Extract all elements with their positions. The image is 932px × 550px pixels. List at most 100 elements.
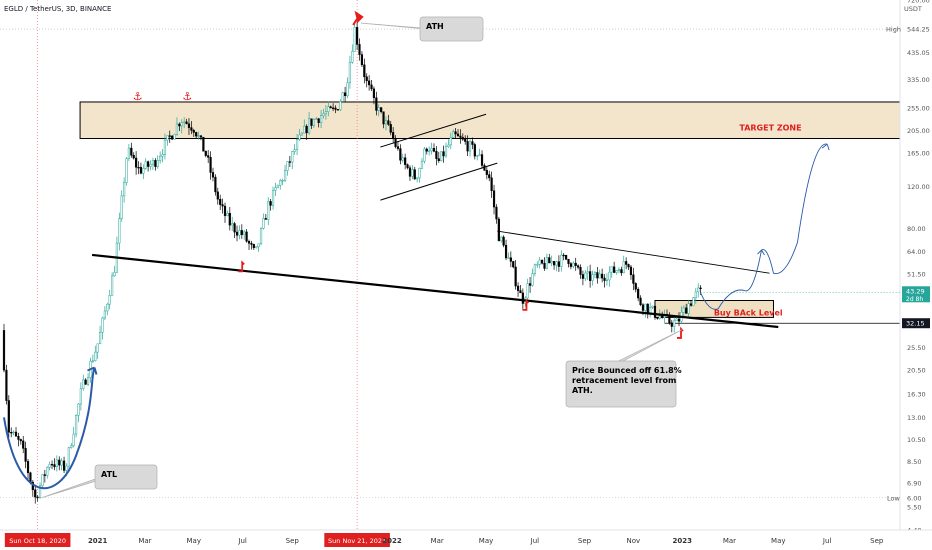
trendline-channel-upper[interactable] bbox=[380, 113, 487, 148]
candle-body bbox=[430, 148, 433, 152]
candle-body bbox=[283, 170, 287, 181]
price-tick: 165.00 bbox=[907, 150, 930, 158]
candle-body bbox=[466, 141, 469, 152]
atl-callout-box bbox=[94, 464, 158, 490]
candle-body bbox=[312, 119, 315, 126]
candle-body bbox=[603, 277, 606, 281]
candle-body bbox=[144, 161, 147, 169]
candle-body bbox=[598, 273, 601, 279]
support-price-tag[interactable] bbox=[902, 318, 930, 329]
candle-body bbox=[610, 266, 613, 273]
candle-body bbox=[601, 273, 604, 279]
atl-curve-arrowhead bbox=[87, 366, 98, 375]
bounce-arrow-icon bbox=[677, 326, 684, 339]
candle-body bbox=[223, 205, 227, 216]
last-price-value: 43.29 bbox=[906, 287, 925, 295]
candle-body bbox=[319, 115, 323, 123]
candle-body bbox=[565, 254, 568, 260]
price-tick: 16.30 bbox=[907, 390, 926, 398]
candle-body bbox=[492, 190, 496, 208]
candle-body bbox=[344, 92, 347, 96]
candle-body bbox=[637, 288, 640, 299]
ath-callout[interactable]: ATH bbox=[361, 16, 484, 42]
candle-body bbox=[562, 254, 565, 257]
countdown-value: 2d 8h bbox=[906, 296, 923, 303]
last-price-tag[interactable] bbox=[902, 286, 930, 303]
target-zone-box[interactable] bbox=[79, 101, 901, 140]
time-highlight-tag[interactable] bbox=[324, 533, 390, 547]
candle-body bbox=[221, 204, 224, 207]
candle-body bbox=[173, 134, 176, 140]
candle-body bbox=[327, 106, 330, 113]
candle-body bbox=[435, 151, 438, 159]
candle-body bbox=[368, 80, 371, 86]
candle-body bbox=[670, 322, 673, 327]
trendline-long-support[interactable] bbox=[91, 253, 779, 329]
candle-body bbox=[346, 82, 349, 96]
candle-body bbox=[324, 111, 327, 115]
atl-callout[interactable]: ATL bbox=[41, 464, 158, 499]
candle-body bbox=[526, 283, 529, 299]
candle-body bbox=[279, 180, 282, 186]
candle-body bbox=[159, 155, 162, 161]
candle-body bbox=[19, 439, 22, 442]
price-tick: 6.90 bbox=[907, 480, 921, 488]
time-axis-panel[interactable] bbox=[0, 530, 932, 550]
candle-body bbox=[543, 262, 546, 269]
candle-body bbox=[685, 307, 688, 314]
candle-body bbox=[106, 303, 109, 312]
projection-path bbox=[700, 143, 828, 310]
atl-callout-text: ATL bbox=[101, 470, 117, 479]
candle-body bbox=[77, 403, 80, 416]
bounce-note-callout[interactable]: Price Bounced off 61.8%retracement level… bbox=[565, 328, 684, 408]
candle-body bbox=[384, 120, 388, 125]
high-text: High bbox=[886, 26, 901, 34]
candle-body bbox=[476, 155, 479, 157]
candle-body bbox=[514, 266, 517, 287]
candle-body bbox=[608, 271, 611, 281]
candle-body bbox=[444, 146, 448, 157]
candle-body bbox=[259, 228, 263, 245]
time-highlight-tag[interactable] bbox=[4, 533, 71, 547]
candle-body bbox=[29, 472, 32, 483]
candle-body bbox=[480, 154, 484, 166]
time-label: Mar bbox=[138, 537, 151, 545]
candle-body bbox=[653, 305, 657, 318]
candle-body bbox=[339, 101, 342, 110]
candle-body bbox=[360, 54, 364, 66]
ath-callout-text: ATH bbox=[426, 22, 444, 31]
candle-body bbox=[192, 130, 195, 133]
bounce-note-callout-text: retracement level from bbox=[572, 376, 676, 385]
candle-body bbox=[22, 440, 25, 449]
candle-body bbox=[605, 279, 609, 282]
candle-body bbox=[2, 330, 6, 371]
buy-back-label: Buy BAck Level bbox=[714, 308, 783, 317]
candle-body bbox=[257, 243, 260, 247]
candle-body bbox=[50, 464, 54, 466]
candle-body bbox=[178, 123, 181, 127]
candle-body bbox=[317, 118, 320, 123]
trendline-channel-lower[interactable] bbox=[380, 162, 498, 201]
price-axis-panel[interactable] bbox=[900, 0, 932, 530]
candle-body bbox=[233, 223, 236, 233]
time-label: Sep bbox=[578, 537, 592, 545]
candle-body bbox=[65, 465, 68, 471]
price-tick: 435.05 bbox=[907, 49, 930, 57]
candle-body bbox=[341, 92, 344, 102]
candle-body bbox=[572, 262, 575, 267]
candle-body bbox=[197, 135, 200, 137]
candle-body bbox=[41, 474, 44, 486]
candle-body bbox=[185, 121, 188, 125]
candle-body bbox=[139, 167, 143, 174]
candle-body bbox=[5, 369, 8, 401]
trendline-descending-resistance[interactable] bbox=[497, 230, 770, 274]
candle-body bbox=[329, 106, 332, 109]
candle-body bbox=[98, 332, 102, 345]
time-label: May bbox=[187, 537, 201, 545]
projection-arrowhead bbox=[821, 143, 830, 151]
candle-body bbox=[673, 320, 676, 327]
candle-body bbox=[135, 157, 138, 168]
bounce-arrow-icon bbox=[522, 298, 530, 311]
candle-body bbox=[168, 135, 171, 137]
